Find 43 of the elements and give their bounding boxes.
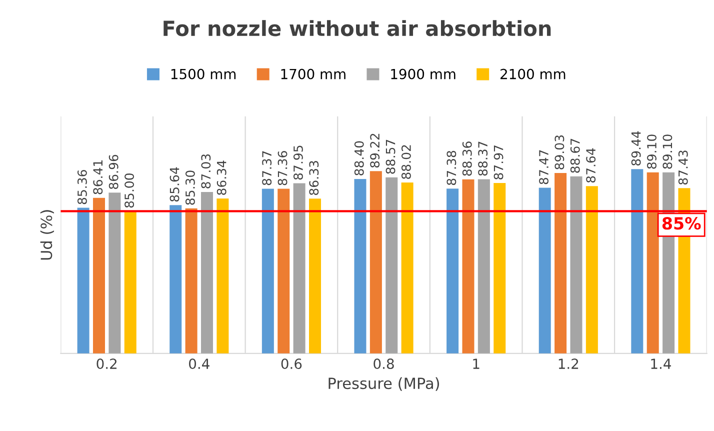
x-axis-title: Pressure (MPa) bbox=[328, 377, 439, 391]
data-label: 85.36 bbox=[77, 170, 87, 204]
legend-label: 2100 mm bbox=[500, 68, 566, 80]
data-label: 86.34 bbox=[216, 160, 226, 195]
x-tick-label: 1.4 bbox=[651, 358, 671, 369]
ref-line-label: 85% bbox=[662, 217, 701, 230]
data-label: 87.43 bbox=[678, 150, 688, 185]
data-label: 85.00 bbox=[124, 173, 134, 208]
data-label: 88.57 bbox=[386, 140, 396, 174]
data-label: 87.47 bbox=[539, 150, 548, 184]
legend-label: 1700 mm bbox=[281, 68, 346, 80]
x-tick-label: 1 bbox=[473, 358, 480, 369]
data-label: 89.10 bbox=[647, 134, 656, 169]
legend-label: 1900 mm bbox=[391, 68, 456, 80]
data-label: 89.44 bbox=[631, 131, 641, 166]
data-label: 87.95 bbox=[293, 146, 303, 180]
data-label: 87.03 bbox=[201, 154, 211, 188]
data-label: 88.67 bbox=[570, 138, 580, 173]
data-label: 86.96 bbox=[108, 154, 118, 189]
data-label: 87.36 bbox=[278, 151, 288, 186]
legend-label: 1500 mm bbox=[171, 68, 236, 80]
data-label: 89.22 bbox=[370, 134, 380, 168]
data-label: 86.33 bbox=[309, 161, 319, 195]
data-label: 87.97 bbox=[494, 146, 504, 180]
data-label: 87.37 bbox=[262, 151, 272, 186]
data-label: 85.64 bbox=[170, 167, 180, 202]
x-tick-label: 0.8 bbox=[374, 358, 394, 370]
y-axis-title: Ud (%) bbox=[40, 210, 54, 260]
x-tick-label: 0.6 bbox=[281, 358, 302, 370]
data-label: 87.38 bbox=[446, 150, 456, 185]
x-tick-label: 1.2 bbox=[558, 358, 578, 369]
data-label: 88.36 bbox=[462, 142, 472, 176]
data-label: 89.03 bbox=[554, 135, 564, 170]
data-label: 85.30 bbox=[185, 170, 195, 205]
data-label: 88.40 bbox=[354, 141, 364, 176]
x-tick-label: 0.2 bbox=[96, 358, 116, 370]
data-label: 89.10 bbox=[662, 134, 672, 169]
x-tick-label: 0.4 bbox=[189, 358, 210, 370]
data-label: 87.64 bbox=[586, 148, 596, 183]
data-label: 88.02 bbox=[401, 145, 411, 179]
data-label: 88.37 bbox=[478, 142, 488, 176]
data-label: 86.41 bbox=[93, 160, 103, 194]
chart-title: For nozzle without air absorbtion bbox=[164, 20, 551, 36]
